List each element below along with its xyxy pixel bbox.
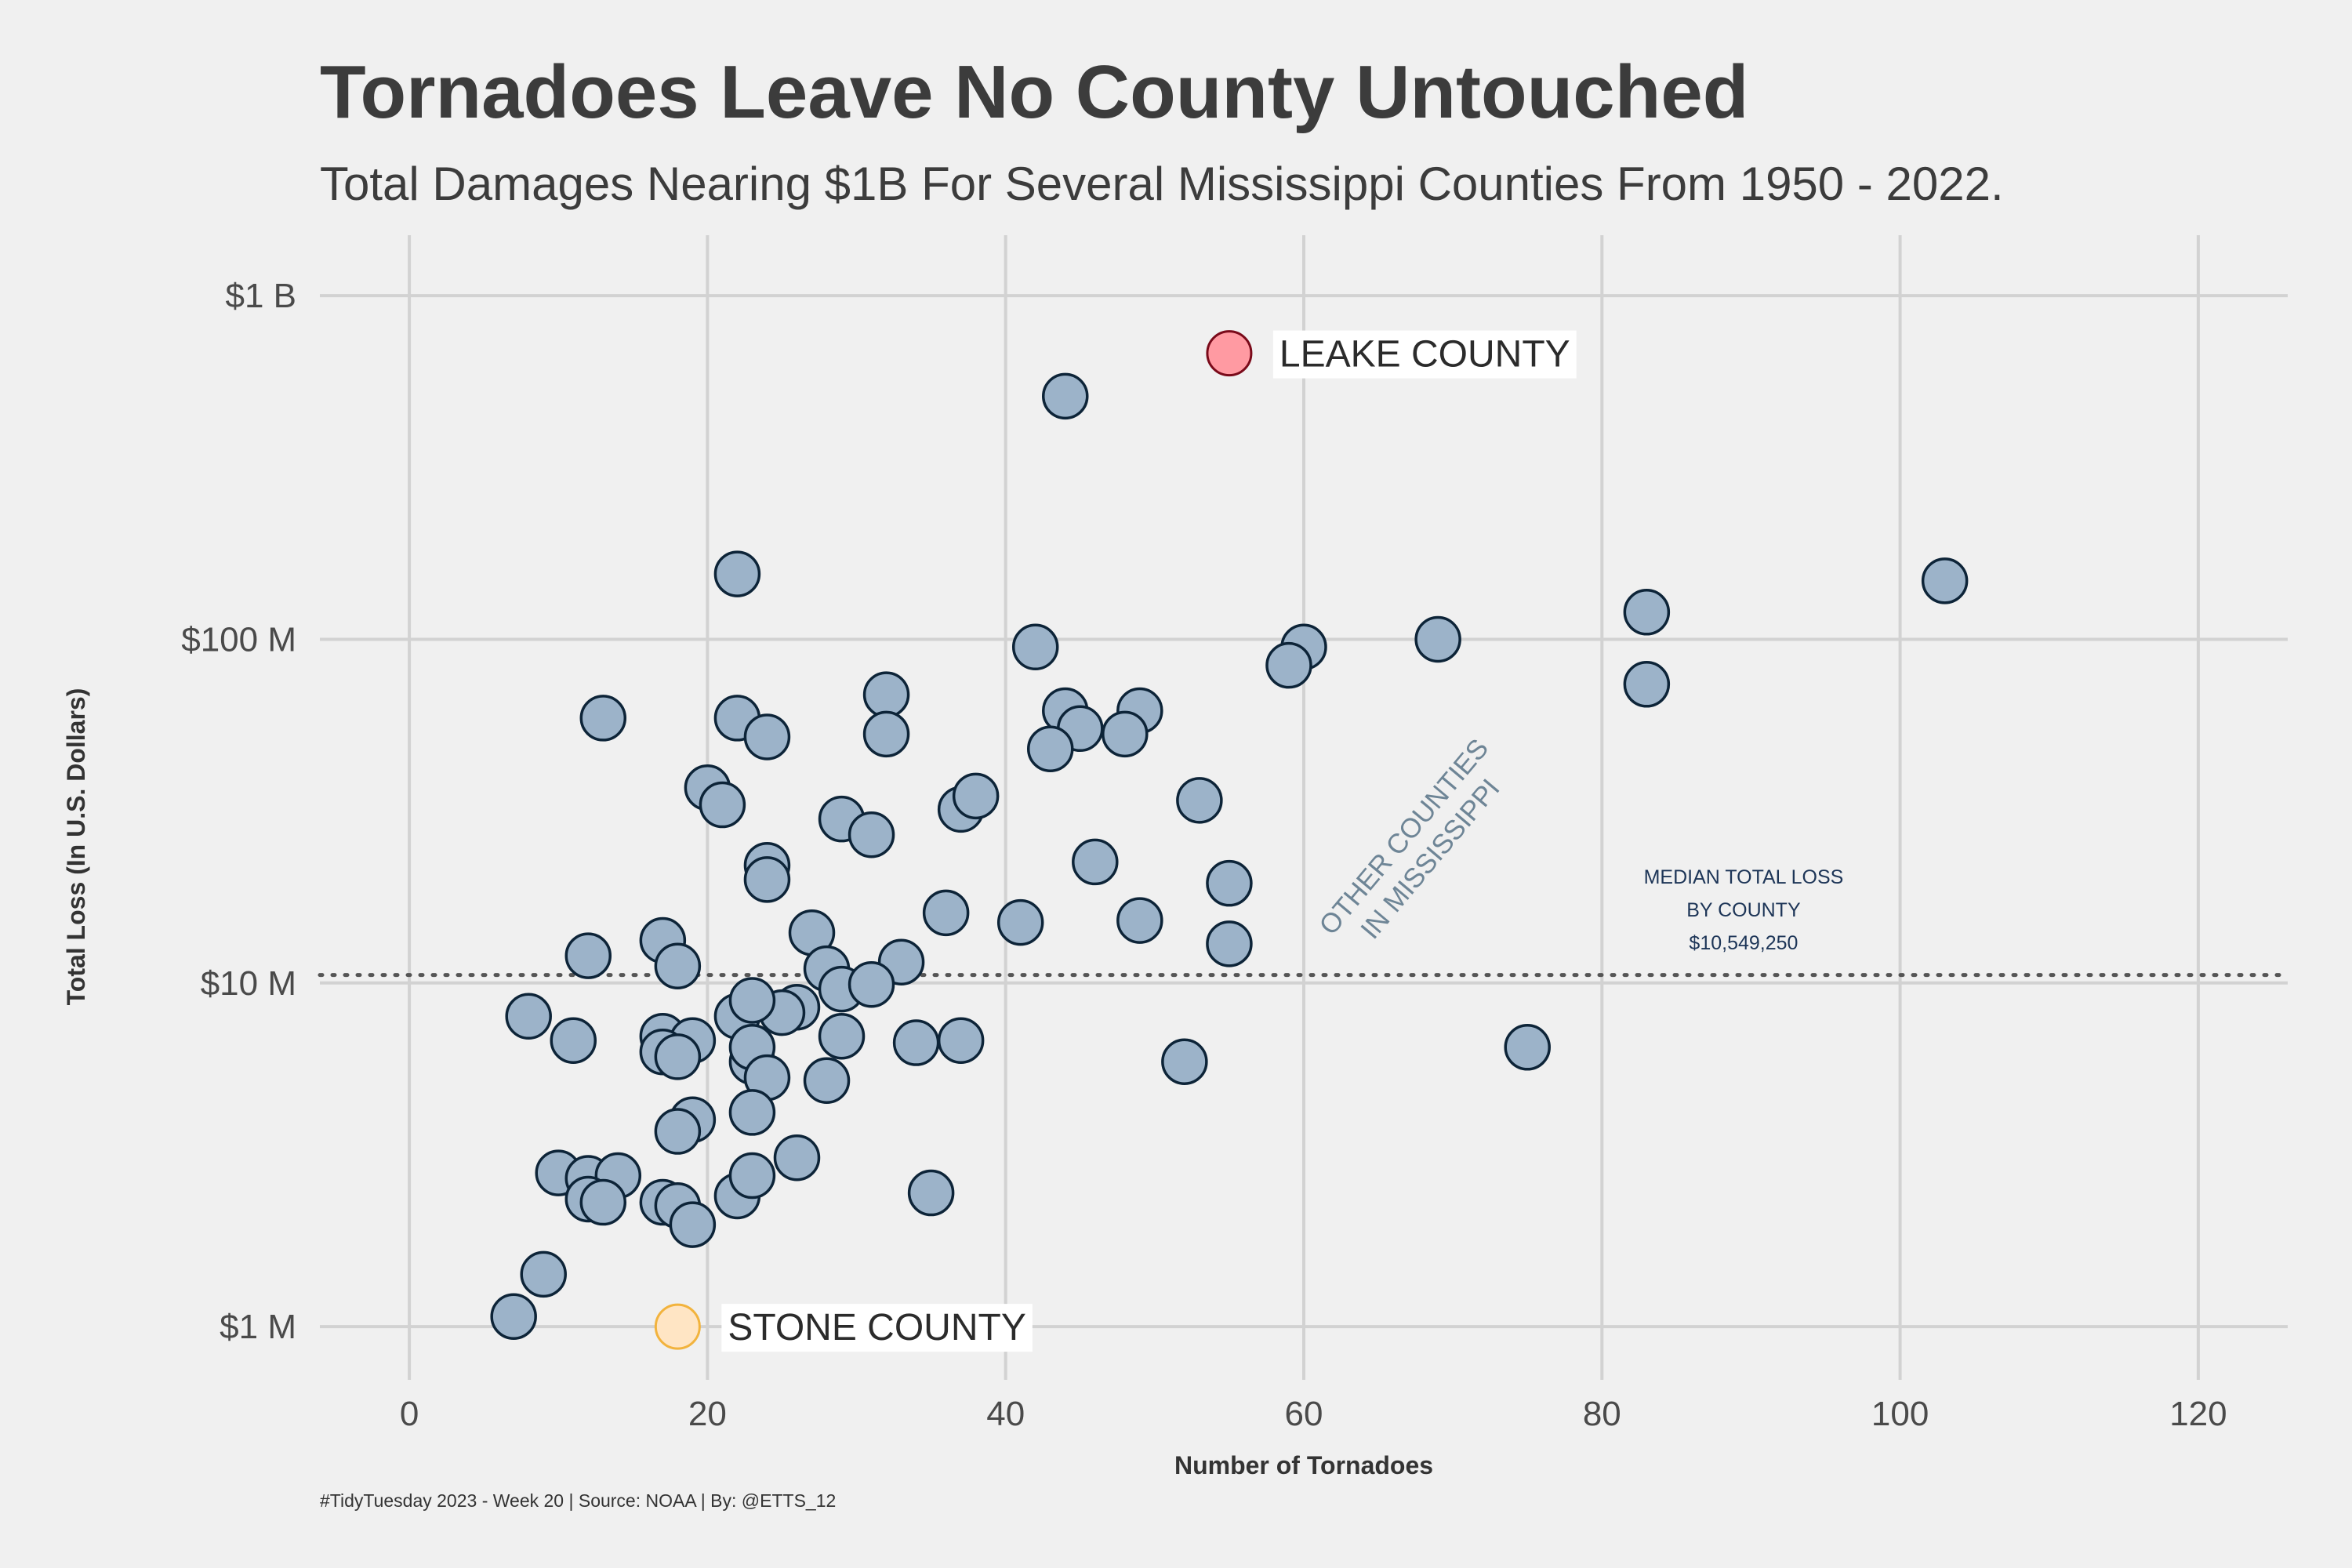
data-point — [579, 695, 627, 742]
data-point — [654, 942, 702, 989]
data-point — [743, 713, 791, 760]
x-axis-title: Number of Tornadoes — [1174, 1451, 1433, 1479]
x-tick-label: 80 — [1583, 1395, 1621, 1433]
median-note-line: $10,549,250 — [1689, 932, 1798, 954]
leake-county-point — [1206, 330, 1253, 377]
x-tick-label: 20 — [688, 1395, 727, 1433]
median-note-line: MEDIAN TOTAL LOSS — [1644, 866, 1844, 888]
data-point — [1026, 725, 1074, 772]
data-point — [564, 932, 612, 979]
data-point — [848, 811, 895, 858]
data-point — [1206, 920, 1253, 967]
x-tick-label: 120 — [2169, 1395, 2227, 1433]
data-point — [803, 1057, 851, 1105]
data-point — [654, 1033, 702, 1080]
data-points — [490, 372, 1969, 1340]
data-point — [773, 1134, 821, 1181]
x-tick-labels: 0 20 40 60 80 100 120 — [400, 1395, 2227, 1433]
data-point — [728, 1089, 776, 1136]
stone-county-label: STONE COUNTY — [728, 1307, 1025, 1348]
data-point — [818, 1012, 866, 1060]
x-tick-label: 60 — [1285, 1395, 1323, 1433]
data-point — [907, 1169, 955, 1217]
data-point — [937, 1017, 985, 1064]
chart-caption: #TidyTuesday 2023 - Week 20 | Source: NO… — [320, 1490, 836, 1511]
data-point — [728, 977, 776, 1024]
x-tick-label: 100 — [1871, 1395, 1929, 1433]
stone-county-point — [654, 1303, 701, 1350]
data-point — [669, 1201, 717, 1248]
data-point — [728, 1152, 776, 1200]
data-point — [550, 1017, 597, 1064]
data-point — [1102, 710, 1149, 758]
y-tick-label: $100 M — [181, 620, 296, 659]
y-tick-label: $1 M — [220, 1308, 296, 1346]
highlight-points: LEAKE COUNTY STONE COUNTY — [654, 330, 1577, 1352]
data-point — [1042, 372, 1089, 420]
x-tick-label: 0 — [400, 1395, 419, 1433]
data-point — [713, 550, 761, 597]
y-axis-title: Total Loss (In U.S. Dollars) — [62, 688, 90, 1006]
data-point — [579, 1178, 627, 1226]
data-point — [1414, 615, 1461, 663]
data-point — [505, 993, 552, 1040]
data-point — [1206, 859, 1253, 907]
chart-subtitle: Total Damages Nearing $1B For Several Mi… — [320, 158, 2004, 210]
data-point — [1072, 838, 1119, 886]
leake-county-label: LEAKE COUNTY — [1279, 334, 1570, 376]
data-point — [1623, 661, 1671, 708]
y-tick-label: $10 M — [201, 964, 296, 1003]
data-point — [1176, 777, 1223, 824]
y-tick-label: $1 B — [225, 277, 296, 315]
y-tick-labels: $1 M $10 M $100 M $1 B — [181, 277, 296, 1346]
leake-county-label-background — [1272, 330, 1577, 379]
data-point — [862, 671, 910, 718]
data-point — [1623, 589, 1671, 636]
data-point — [1504, 1024, 1551, 1071]
data-point — [654, 1108, 702, 1155]
x-tick-label: 40 — [986, 1395, 1025, 1433]
median-note-line: BY COUNTY — [1686, 899, 1801, 921]
median-note: MEDIAN TOTAL LOSS BY COUNTY $10,549,250 — [1644, 866, 1844, 954]
data-point — [699, 781, 746, 829]
data-point — [922, 889, 970, 937]
stone-county-label-background — [721, 1304, 1033, 1352]
data-point — [1921, 557, 1969, 604]
chart-title: Tornadoes Leave No County Untouched — [320, 50, 1748, 134]
data-point — [1116, 897, 1163, 944]
data-point — [996, 898, 1044, 946]
data-point — [520, 1250, 567, 1298]
x-gridlines — [408, 235, 2200, 1380]
data-point — [952, 772, 1000, 820]
data-point — [743, 856, 791, 903]
data-point — [1265, 641, 1312, 689]
data-point — [848, 960, 895, 1008]
data-point — [490, 1293, 537, 1340]
data-point — [1011, 623, 1059, 671]
data-point — [892, 1019, 940, 1066]
data-point — [862, 710, 910, 758]
data-point — [1161, 1038, 1208, 1085]
